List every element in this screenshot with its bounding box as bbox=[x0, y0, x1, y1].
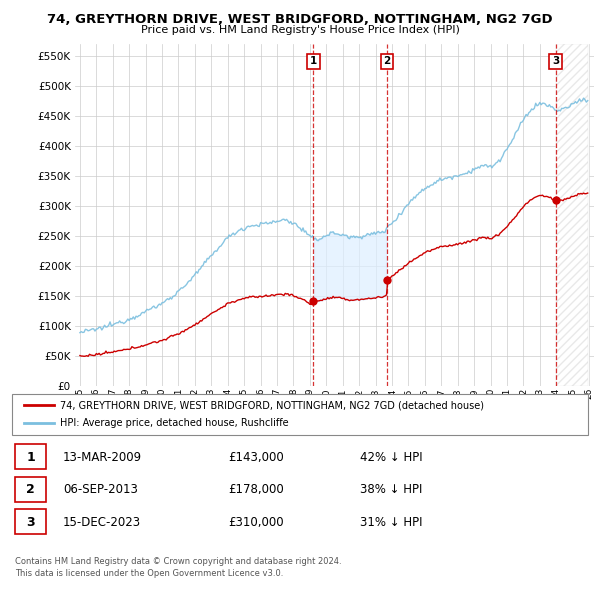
Text: 1: 1 bbox=[26, 451, 35, 464]
Text: £178,000: £178,000 bbox=[228, 483, 284, 496]
Text: £310,000: £310,000 bbox=[228, 516, 284, 529]
Text: 74, GREYTHORN DRIVE, WEST BRIDGFORD, NOTTINGHAM, NG2 7GD (detached house): 74, GREYTHORN DRIVE, WEST BRIDGFORD, NOT… bbox=[60, 400, 484, 410]
Text: 15-DEC-2023: 15-DEC-2023 bbox=[63, 516, 141, 529]
Text: 13-MAR-2009: 13-MAR-2009 bbox=[63, 451, 142, 464]
Text: £143,000: £143,000 bbox=[228, 451, 284, 464]
Text: 06-SEP-2013: 06-SEP-2013 bbox=[63, 483, 138, 496]
Text: This data is licensed under the Open Government Licence v3.0.: This data is licensed under the Open Gov… bbox=[15, 569, 283, 578]
Text: HPI: Average price, detached house, Rushcliffe: HPI: Average price, detached house, Rush… bbox=[60, 418, 289, 428]
Text: 2: 2 bbox=[383, 56, 391, 66]
Text: 2: 2 bbox=[26, 483, 35, 496]
Text: Contains HM Land Registry data © Crown copyright and database right 2024.: Contains HM Land Registry data © Crown c… bbox=[15, 558, 341, 566]
Text: 31% ↓ HPI: 31% ↓ HPI bbox=[360, 516, 422, 529]
Text: 1: 1 bbox=[310, 56, 317, 66]
Text: 3: 3 bbox=[552, 56, 559, 66]
Text: 3: 3 bbox=[26, 516, 35, 529]
Text: 38% ↓ HPI: 38% ↓ HPI bbox=[360, 483, 422, 496]
Text: 74, GREYTHORN DRIVE, WEST BRIDGFORD, NOTTINGHAM, NG2 7GD: 74, GREYTHORN DRIVE, WEST BRIDGFORD, NOT… bbox=[47, 13, 553, 26]
Text: Price paid vs. HM Land Registry's House Price Index (HPI): Price paid vs. HM Land Registry's House … bbox=[140, 25, 460, 35]
Text: 42% ↓ HPI: 42% ↓ HPI bbox=[360, 451, 422, 464]
